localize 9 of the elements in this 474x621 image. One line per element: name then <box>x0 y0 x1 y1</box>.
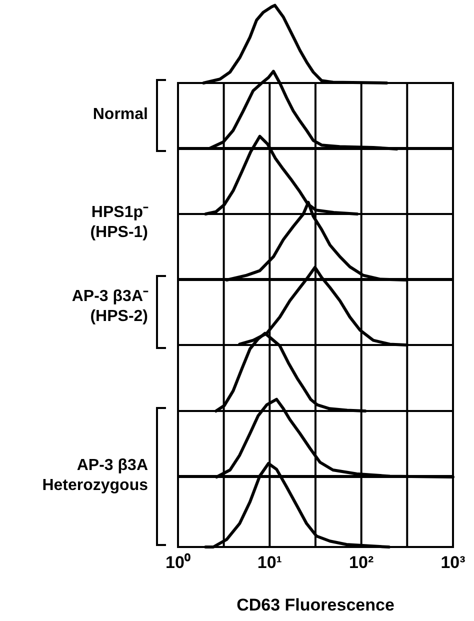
text: AP-3 β3A Heterozygous <box>42 456 148 496</box>
text: Normal <box>92 105 148 126</box>
x-tick-label: 10³ <box>440 553 466 572</box>
x-tick-label: 10⁰ <box>166 553 190 572</box>
text: AP-3 β3A⁻ (HPS-2) <box>72 287 148 328</box>
x-axis-title: CD63 Fluorescence <box>236 596 394 615</box>
text: HPS1p⁻ (HPS-1) <box>90 203 148 244</box>
x-tick-label: 10² <box>349 553 374 572</box>
x-tick-label: 10¹ <box>257 553 282 572</box>
